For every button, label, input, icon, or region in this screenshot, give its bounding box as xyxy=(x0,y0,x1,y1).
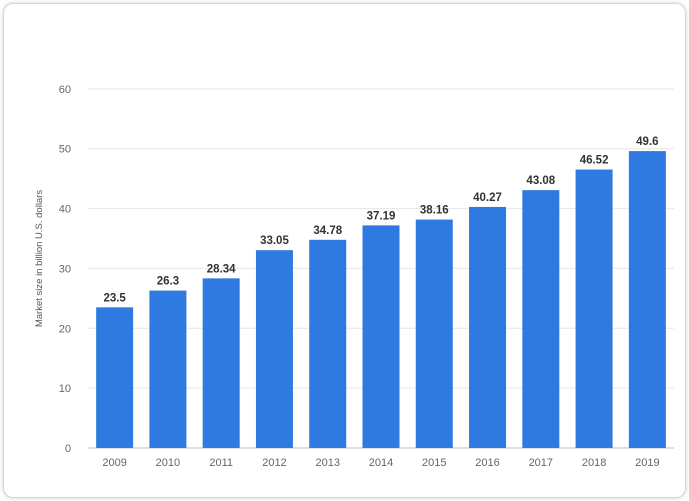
x-tick-label: 2019 xyxy=(635,457,659,469)
x-tick-label: 2013 xyxy=(315,457,339,469)
x-tick-label: 2010 xyxy=(156,457,180,469)
x-tick-label: 2015 xyxy=(422,457,446,469)
x-tick-label: 2018 xyxy=(582,457,606,469)
y-tick-label: 30 xyxy=(59,263,71,275)
x-tick-label: 2011 xyxy=(209,457,233,469)
y-tick-label: 20 xyxy=(59,323,71,335)
bar-2019 xyxy=(628,151,666,448)
bar-chart: 23.5 26.3 28.34 33.05 34.78 37.19 38.16 40.27 43… xyxy=(34,84,674,469)
data-label: 33.05 xyxy=(260,235,289,247)
data-label: 23.5 xyxy=(103,292,126,304)
y-tick-label: 50 xyxy=(59,144,71,156)
bar-2016 xyxy=(469,206,507,448)
y-axis-title: Market size in billion U.S. dollars xyxy=(34,190,45,328)
data-label: 28.34 xyxy=(207,263,236,275)
x-tick-label: 2014 xyxy=(369,457,393,469)
x-axis-ticks: 2009 2010 2011 2012 2013 2014 2015 2016 2017 2018… xyxy=(102,457,659,469)
bar-2017 xyxy=(522,190,560,448)
data-label: 37.19 xyxy=(367,210,396,222)
chart-frame: 23.5 26.3 28.34 33.05 34.78 37.19 38.16 40.27 43… xyxy=(3,3,686,498)
bars xyxy=(96,151,666,449)
bar-2010 xyxy=(149,290,187,448)
y-tick-label: 10 xyxy=(59,383,71,395)
x-tick-label: 2016 xyxy=(475,457,499,469)
y-tick-label: 0 xyxy=(65,443,71,455)
data-label: 49.6 xyxy=(636,136,658,148)
bar-2015 xyxy=(415,219,453,448)
bar-2011 xyxy=(202,278,240,448)
x-tick-label: 2017 xyxy=(529,457,553,469)
data-labels: 23.5 26.3 28.34 33.05 34.78 37.19 38.16 40.27 43… xyxy=(103,136,658,304)
bar-2018 xyxy=(575,169,613,449)
bar-2012 xyxy=(255,250,293,448)
x-tick-label: 2009 xyxy=(102,457,126,469)
bar-2013 xyxy=(309,239,347,448)
y-tick-label: 60 xyxy=(59,84,71,96)
data-label: 34.78 xyxy=(313,225,342,237)
y-tick-label: 40 xyxy=(59,204,71,216)
data-label: 43.08 xyxy=(526,175,555,187)
x-tick-label: 2012 xyxy=(262,457,286,469)
bar-2014 xyxy=(362,225,400,448)
bar-2009 xyxy=(96,307,134,448)
data-label: 46.52 xyxy=(580,155,609,167)
data-label: 40.27 xyxy=(473,192,502,204)
y-axis-ticks: 0 10 20 30 40 50 60 xyxy=(59,84,71,455)
data-label: 38.16 xyxy=(420,205,449,217)
data-label: 26.3 xyxy=(157,276,179,288)
